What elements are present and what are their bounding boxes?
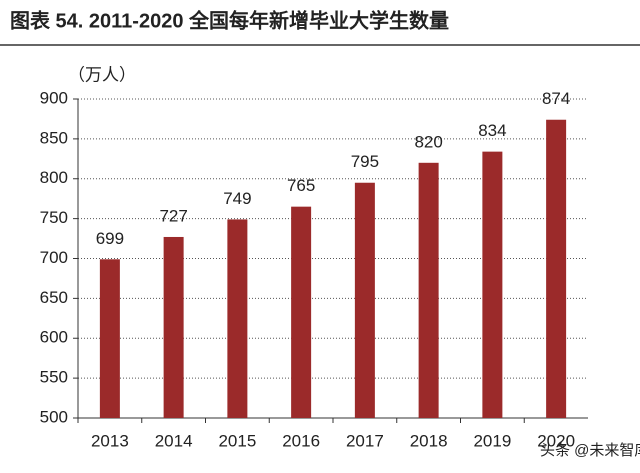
value-label: 699 xyxy=(96,229,124,248)
bar xyxy=(227,219,248,418)
y-tick-label: 650 xyxy=(40,288,68,307)
y-tick-label: 800 xyxy=(40,168,68,187)
x-tick-label: 2017 xyxy=(346,431,384,450)
x-tick-label: 2013 xyxy=(91,431,129,450)
value-label: 874 xyxy=(542,89,570,108)
bar xyxy=(163,236,184,418)
y-tick-label: 750 xyxy=(40,208,68,227)
x-tick-label: 2016 xyxy=(282,431,320,450)
y-tick-label: 850 xyxy=(40,128,68,147)
bar xyxy=(546,119,567,419)
y-tick-label: 700 xyxy=(40,248,68,267)
unit-label: （万人） xyxy=(68,65,136,84)
bar xyxy=(482,151,503,418)
value-label: 727 xyxy=(159,206,187,225)
y-tick-label: 550 xyxy=(40,368,68,387)
x-tick-label: 2015 xyxy=(218,431,256,450)
x-tick-label: 2018 xyxy=(410,431,448,450)
value-label: 795 xyxy=(351,152,379,171)
y-tick-label: 600 xyxy=(40,328,68,347)
watermark: 头条 @未来智库 xyxy=(540,441,640,459)
value-label: 749 xyxy=(223,189,251,208)
value-label: 834 xyxy=(478,121,506,140)
y-tick-label: 500 xyxy=(40,407,68,426)
y-tick-label: 900 xyxy=(40,88,68,107)
chart-title: 图表 54. 2011-2020 全国每年新增毕业大学生数量 xyxy=(10,8,449,32)
value-label: 765 xyxy=(287,176,315,195)
x-tick-label: 2014 xyxy=(155,431,193,450)
value-label: 820 xyxy=(414,132,442,151)
bar xyxy=(99,259,120,418)
x-tick-label: 2020 xyxy=(537,431,575,450)
bar xyxy=(354,182,375,418)
bar xyxy=(291,206,312,418)
x-tick-label: 2019 xyxy=(473,431,511,450)
bar xyxy=(418,162,439,418)
